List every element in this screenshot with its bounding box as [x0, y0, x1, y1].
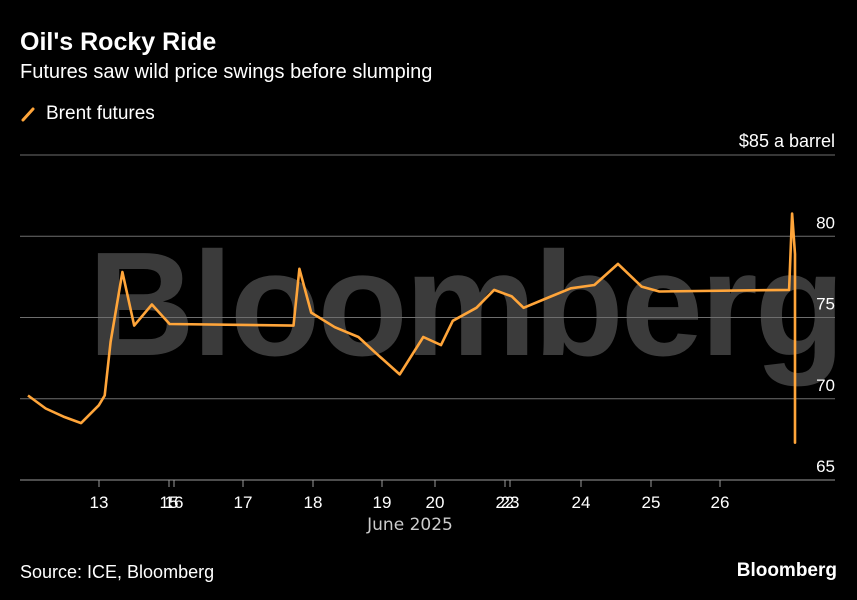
x-tick-label-13: 13 [90, 493, 109, 512]
x-tick-label-23: 23 [501, 493, 520, 512]
y-axis-labels: 65 70 75 80 $85 a barrel [739, 131, 835, 476]
x-tick-label-22: 22 [496, 493, 515, 512]
x-axis-title: June 2025 [366, 515, 453, 535]
source-note: Source: ICE, Bloomberg [20, 562, 215, 582]
x-tick-label-17: 17 [234, 493, 253, 512]
series-line-brent [27, 212, 797, 444]
x-tick-label-20: 20 [426, 493, 445, 512]
x-tick-label-15: 15 [160, 493, 179, 512]
x-tick-label-19: 19 [373, 493, 392, 512]
x-tick-label-26: 26 [711, 493, 730, 512]
x-tick-label-24: 24 [572, 493, 591, 512]
x-tick-label-16: 16 [165, 493, 184, 512]
legend-swatch-brent [21, 107, 35, 122]
legend: Brent futures [20, 103, 155, 125]
watermark-text: Bloomberg [88, 222, 842, 387]
gridlines [20, 154, 835, 481]
legend-label-brent: Brent futures [46, 103, 155, 124]
x-tick-label-18: 18 [304, 493, 323, 512]
chart-title: Oil's Rocky Ride [20, 28, 217, 56]
chart-subtitle: Futures saw wild price swings before slu… [20, 61, 433, 83]
y-tick-label-75: 75 [816, 295, 835, 314]
y-tick-label-85: $85 a barrel [739, 131, 835, 151]
x-tick-label-25: 25 [642, 493, 661, 512]
y-tick-label-80: 80 [816, 213, 835, 232]
y-tick-label-65: 65 [816, 457, 835, 476]
y-tick-label-70: 70 [816, 376, 835, 395]
bloomberg-logo: Bloomberg [736, 560, 837, 581]
